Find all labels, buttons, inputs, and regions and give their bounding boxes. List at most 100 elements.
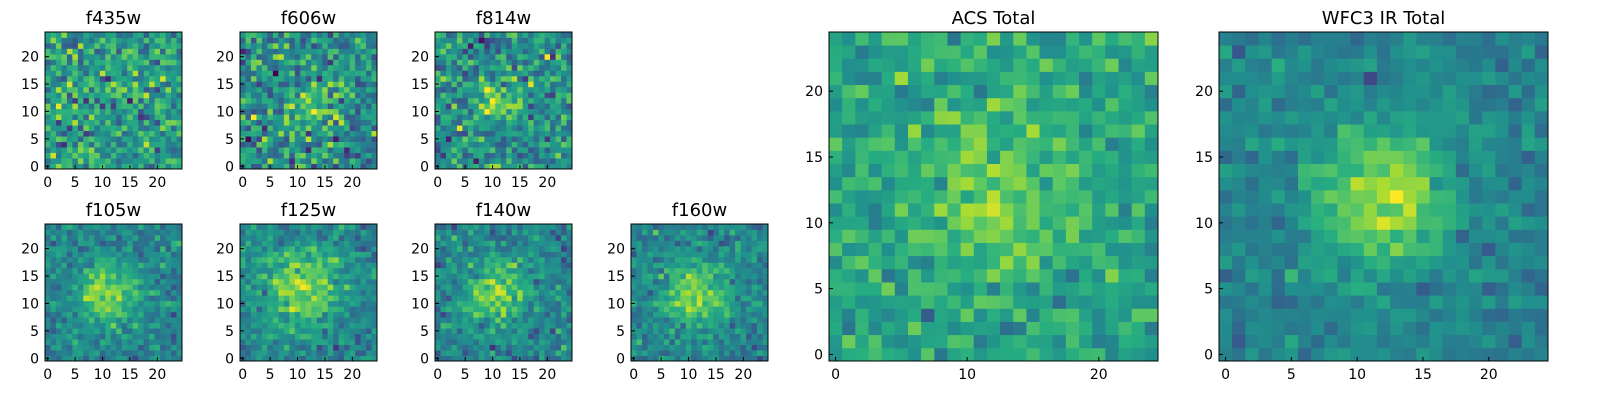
heatmap-cell <box>636 306 643 313</box>
heatmap-cell <box>757 317 763 324</box>
heatmap-cell <box>121 333 128 340</box>
heatmap-cell <box>696 245 703 252</box>
heatmap-cell <box>250 317 257 324</box>
heatmap-cell <box>986 347 1001 362</box>
heatmap-cell <box>528 262 535 269</box>
heatmap-cell <box>171 81 177 88</box>
heatmap-cell <box>691 256 698 263</box>
heatmap-cell <box>561 53 567 60</box>
heatmap-cell <box>680 267 687 274</box>
heatmap-cell <box>165 119 172 126</box>
heatmap-cell <box>528 251 535 258</box>
heatmap-cell <box>467 267 474 274</box>
heatmap-cell <box>66 32 73 38</box>
heatmap-cell <box>691 322 698 329</box>
heatmap-cell <box>636 262 643 269</box>
heatmap-cell <box>355 322 361 329</box>
heatmap-cell <box>528 245 535 252</box>
heatmap-cell <box>894 268 909 283</box>
heatmap-cell <box>305 322 312 329</box>
heatmap-cell <box>256 350 263 356</box>
heatmap-cell <box>539 163 545 170</box>
heatmap-cell <box>99 86 106 93</box>
heatmap-cell <box>160 306 166 313</box>
heatmap-cell <box>746 289 752 296</box>
heatmap-cell <box>333 256 340 263</box>
heatmap-cell <box>127 300 134 307</box>
heatmap-cell <box>506 317 513 324</box>
heatmap-cell <box>517 240 524 247</box>
heatmap-cell <box>132 306 139 313</box>
heatmap-cell <box>762 251 769 258</box>
heatmap-cell <box>724 245 731 252</box>
heatmap-cell <box>110 32 117 38</box>
heatmap-cell <box>1105 203 1119 217</box>
heatmap-cell <box>344 224 350 230</box>
heatmap-cell <box>555 130 562 137</box>
heatmap-cell <box>333 59 340 66</box>
heatmap-cell <box>881 203 896 217</box>
heatmap-cell <box>55 141 62 148</box>
heatmap-cell <box>77 306 84 313</box>
heatmap-cell <box>484 32 491 38</box>
heatmap-cell <box>881 137 896 151</box>
heatmap-cell <box>55 81 62 88</box>
heatmap-cell <box>522 355 529 362</box>
heatmap-cell <box>451 311 458 318</box>
heatmap-cell <box>61 158 68 164</box>
heatmap-cell <box>283 86 290 93</box>
heatmap-cell <box>355 317 361 324</box>
heatmap-cell <box>311 53 318 60</box>
heatmap-cell <box>478 224 485 230</box>
heatmap-cell <box>894 255 909 270</box>
heatmap-cell <box>1118 189 1133 204</box>
heatmap-cell <box>50 251 57 258</box>
heatmap-cell <box>533 333 540 340</box>
heatmap-cell <box>511 273 518 280</box>
heatmap-cell <box>316 311 323 318</box>
heatmap-cell <box>1026 242 1040 257</box>
heatmap-cell <box>45 59 51 66</box>
heatmap-cell <box>344 311 350 318</box>
heatmap-cell <box>550 256 556 263</box>
heatmap-cell <box>371 37 378 44</box>
heatmap-cell <box>50 125 57 132</box>
heatmap-cell <box>83 295 90 302</box>
heatmap-cell <box>77 234 84 241</box>
heatmap-cell <box>116 289 123 296</box>
heatmap-cell <box>729 322 736 329</box>
heatmap-cell <box>256 262 263 269</box>
heatmap-cell <box>746 317 752 324</box>
heatmap-cell <box>511 224 518 230</box>
heatmap-cell <box>143 152 150 159</box>
heatmap-cell <box>154 289 161 296</box>
heatmap-cell <box>522 339 529 345</box>
heatmap-cell <box>702 278 709 285</box>
heatmap-cell <box>322 114 329 121</box>
heatmap-cell <box>121 224 128 230</box>
heatmap-cell <box>261 328 268 334</box>
heatmap-cell <box>327 344 334 351</box>
heatmap-cell <box>245 103 252 110</box>
heatmap-cell <box>300 240 307 247</box>
heatmap-cell <box>631 311 637 318</box>
heatmap-cell <box>566 64 573 71</box>
heatmap-cell <box>272 256 279 263</box>
heatmap-cell <box>533 92 540 99</box>
heatmap-cell <box>566 355 573 362</box>
heatmap-cell <box>349 339 356 345</box>
heatmap-cell <box>344 114 350 121</box>
heatmap-cell <box>440 130 447 137</box>
heatmap-cell <box>462 344 469 351</box>
heatmap-cell <box>322 147 329 153</box>
panel-title: f160w <box>672 200 727 221</box>
y-tick-label: 20 <box>21 50 39 66</box>
heatmap-cell <box>256 355 263 362</box>
heatmap-cell <box>451 103 458 110</box>
heatmap-cell <box>132 278 139 285</box>
heatmap-cell <box>165 37 172 44</box>
heatmap-cell <box>272 42 279 49</box>
y-tick-label: 20 <box>21 242 39 258</box>
heatmap-cell <box>462 108 469 115</box>
